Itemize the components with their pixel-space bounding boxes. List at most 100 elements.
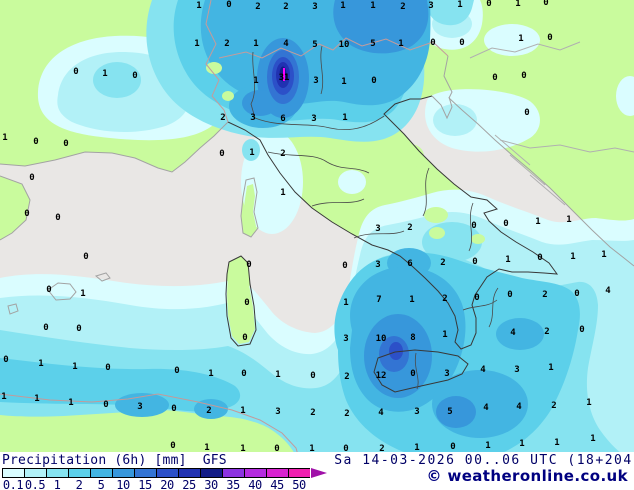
- legend-label: 0.1: [2, 478, 24, 490]
- precip-value: 0: [241, 369, 246, 379]
- precip-value: 3: [250, 113, 255, 123]
- precip-value: 1: [519, 439, 524, 449]
- precip-value: 0: [170, 441, 175, 451]
- precip-value: 1: [208, 369, 213, 379]
- precip-value: 0: [547, 33, 552, 43]
- precip-value: 1: [253, 39, 258, 49]
- precip-core: [333, 0, 429, 54]
- legend-parameter: Precipitation (6h): [2, 453, 147, 468]
- precip-core: [242, 90, 278, 116]
- precip-value: 1: [240, 444, 245, 454]
- precip-value: 10: [339, 40, 350, 50]
- precip-value: 2: [310, 408, 315, 418]
- precip-core: [436, 396, 476, 428]
- precip-value: 1: [485, 441, 490, 451]
- precip-value: 2: [224, 39, 229, 49]
- precip-value: 2: [400, 2, 405, 12]
- precip-value: 0: [103, 400, 108, 410]
- border-slovenia: [443, 55, 453, 99]
- precip-value: 0: [24, 209, 29, 219]
- coastline-istria: [431, 95, 453, 120]
- precip-value: 1: [535, 217, 540, 227]
- precip-value: 1: [409, 295, 414, 305]
- precip-value: 1: [80, 289, 85, 299]
- dry-patch: [206, 62, 222, 74]
- precip-value: 1: [240, 406, 245, 416]
- legend-cell: [46, 468, 68, 478]
- precip-value: 0: [371, 76, 376, 86]
- precip-value: 0: [55, 213, 60, 223]
- precip-value: 1: [275, 370, 280, 380]
- precip-value: 4: [378, 408, 384, 418]
- precip-value: 0: [430, 38, 435, 48]
- precip-value: 0: [471, 221, 476, 231]
- precip-value: 1: [342, 113, 347, 123]
- precip-blob: [616, 76, 634, 116]
- precip-value: 2: [440, 258, 445, 268]
- precip-value: 0: [310, 371, 315, 381]
- legend-label: 40: [248, 478, 262, 490]
- precip-value: 2: [544, 327, 549, 337]
- precip-value: 1: [590, 434, 595, 444]
- precip-value: 3: [312, 2, 317, 12]
- precip-value: 4: [480, 365, 486, 375]
- dry-patch: [396, 144, 424, 168]
- precip-value: 1: [194, 39, 199, 49]
- color-scale-labels: 0.1 0.5 1 2 5 10 15 20 25 30 35 40 45 50: [2, 478, 310, 490]
- precip-value: 1: [2, 133, 7, 143]
- legend-arrow-icon: [311, 468, 327, 478]
- precip-value: 0: [46, 285, 51, 295]
- color-scale: [2, 468, 327, 478]
- precip-value: 2: [280, 149, 285, 159]
- precip-value: 1: [249, 148, 254, 158]
- precip-value: 0: [450, 442, 455, 452]
- legend-cell: [222, 468, 244, 478]
- precip-value: 0: [244, 298, 249, 308]
- coastline-sardinia: [225, 255, 257, 347]
- borders-layer: [0, 0, 634, 462]
- precip-value: 0: [76, 324, 81, 334]
- copyright-text: © weatheronline.co.uk: [426, 467, 628, 485]
- precip-value: 1: [505, 255, 510, 265]
- precip-value: 1: [34, 394, 39, 404]
- legend-cell: [244, 468, 266, 478]
- precip-value: 3: [313, 76, 318, 86]
- forecast-datetime: Sa 14-03-2026 00..06 UTC (18+204): [334, 453, 634, 468]
- precip-value: 0: [3, 355, 8, 365]
- legend-label: 45: [270, 478, 284, 490]
- border-alpine: [218, 37, 449, 59]
- precip-value: 1: [370, 1, 375, 11]
- legend-label: 10: [116, 478, 130, 490]
- dry-patch: [222, 91, 234, 101]
- precip-value: 4: [510, 328, 516, 338]
- precip-value: 3: [137, 402, 142, 412]
- precip-value: 1: [102, 69, 107, 79]
- precip-value: 8: [410, 333, 415, 343]
- regional-borders: [250, 45, 499, 390]
- precip-value: 0: [343, 444, 348, 454]
- legend-cell: [112, 468, 134, 478]
- precip-blob: [93, 62, 141, 98]
- precip-value: 4: [483, 403, 489, 413]
- precip-value: 0: [43, 323, 48, 333]
- precip-core: [389, 342, 403, 360]
- legend-label: 0.5: [24, 478, 46, 490]
- legend-label: 20: [160, 478, 174, 490]
- coastline-menorca: [94, 272, 111, 282]
- precip-value: 0: [410, 369, 415, 379]
- border-balkans: [499, 139, 634, 153]
- precip-value: 0: [174, 366, 179, 376]
- precip-value: 2: [255, 2, 260, 12]
- precip-value: 2: [283, 2, 288, 12]
- legend-label: 15: [138, 478, 152, 490]
- legend-label: 50: [292, 478, 306, 490]
- precip-blob: [427, 0, 474, 26]
- dry-land-patches: [206, 62, 485, 344]
- precip-value: 0: [105, 363, 110, 373]
- precip-value: 0: [63, 139, 68, 149]
- precip-value: 1: [601, 250, 606, 260]
- island-sardinia-dry: [227, 258, 255, 344]
- coastline-corsica: [240, 177, 259, 238]
- precip-value: 0: [521, 71, 526, 81]
